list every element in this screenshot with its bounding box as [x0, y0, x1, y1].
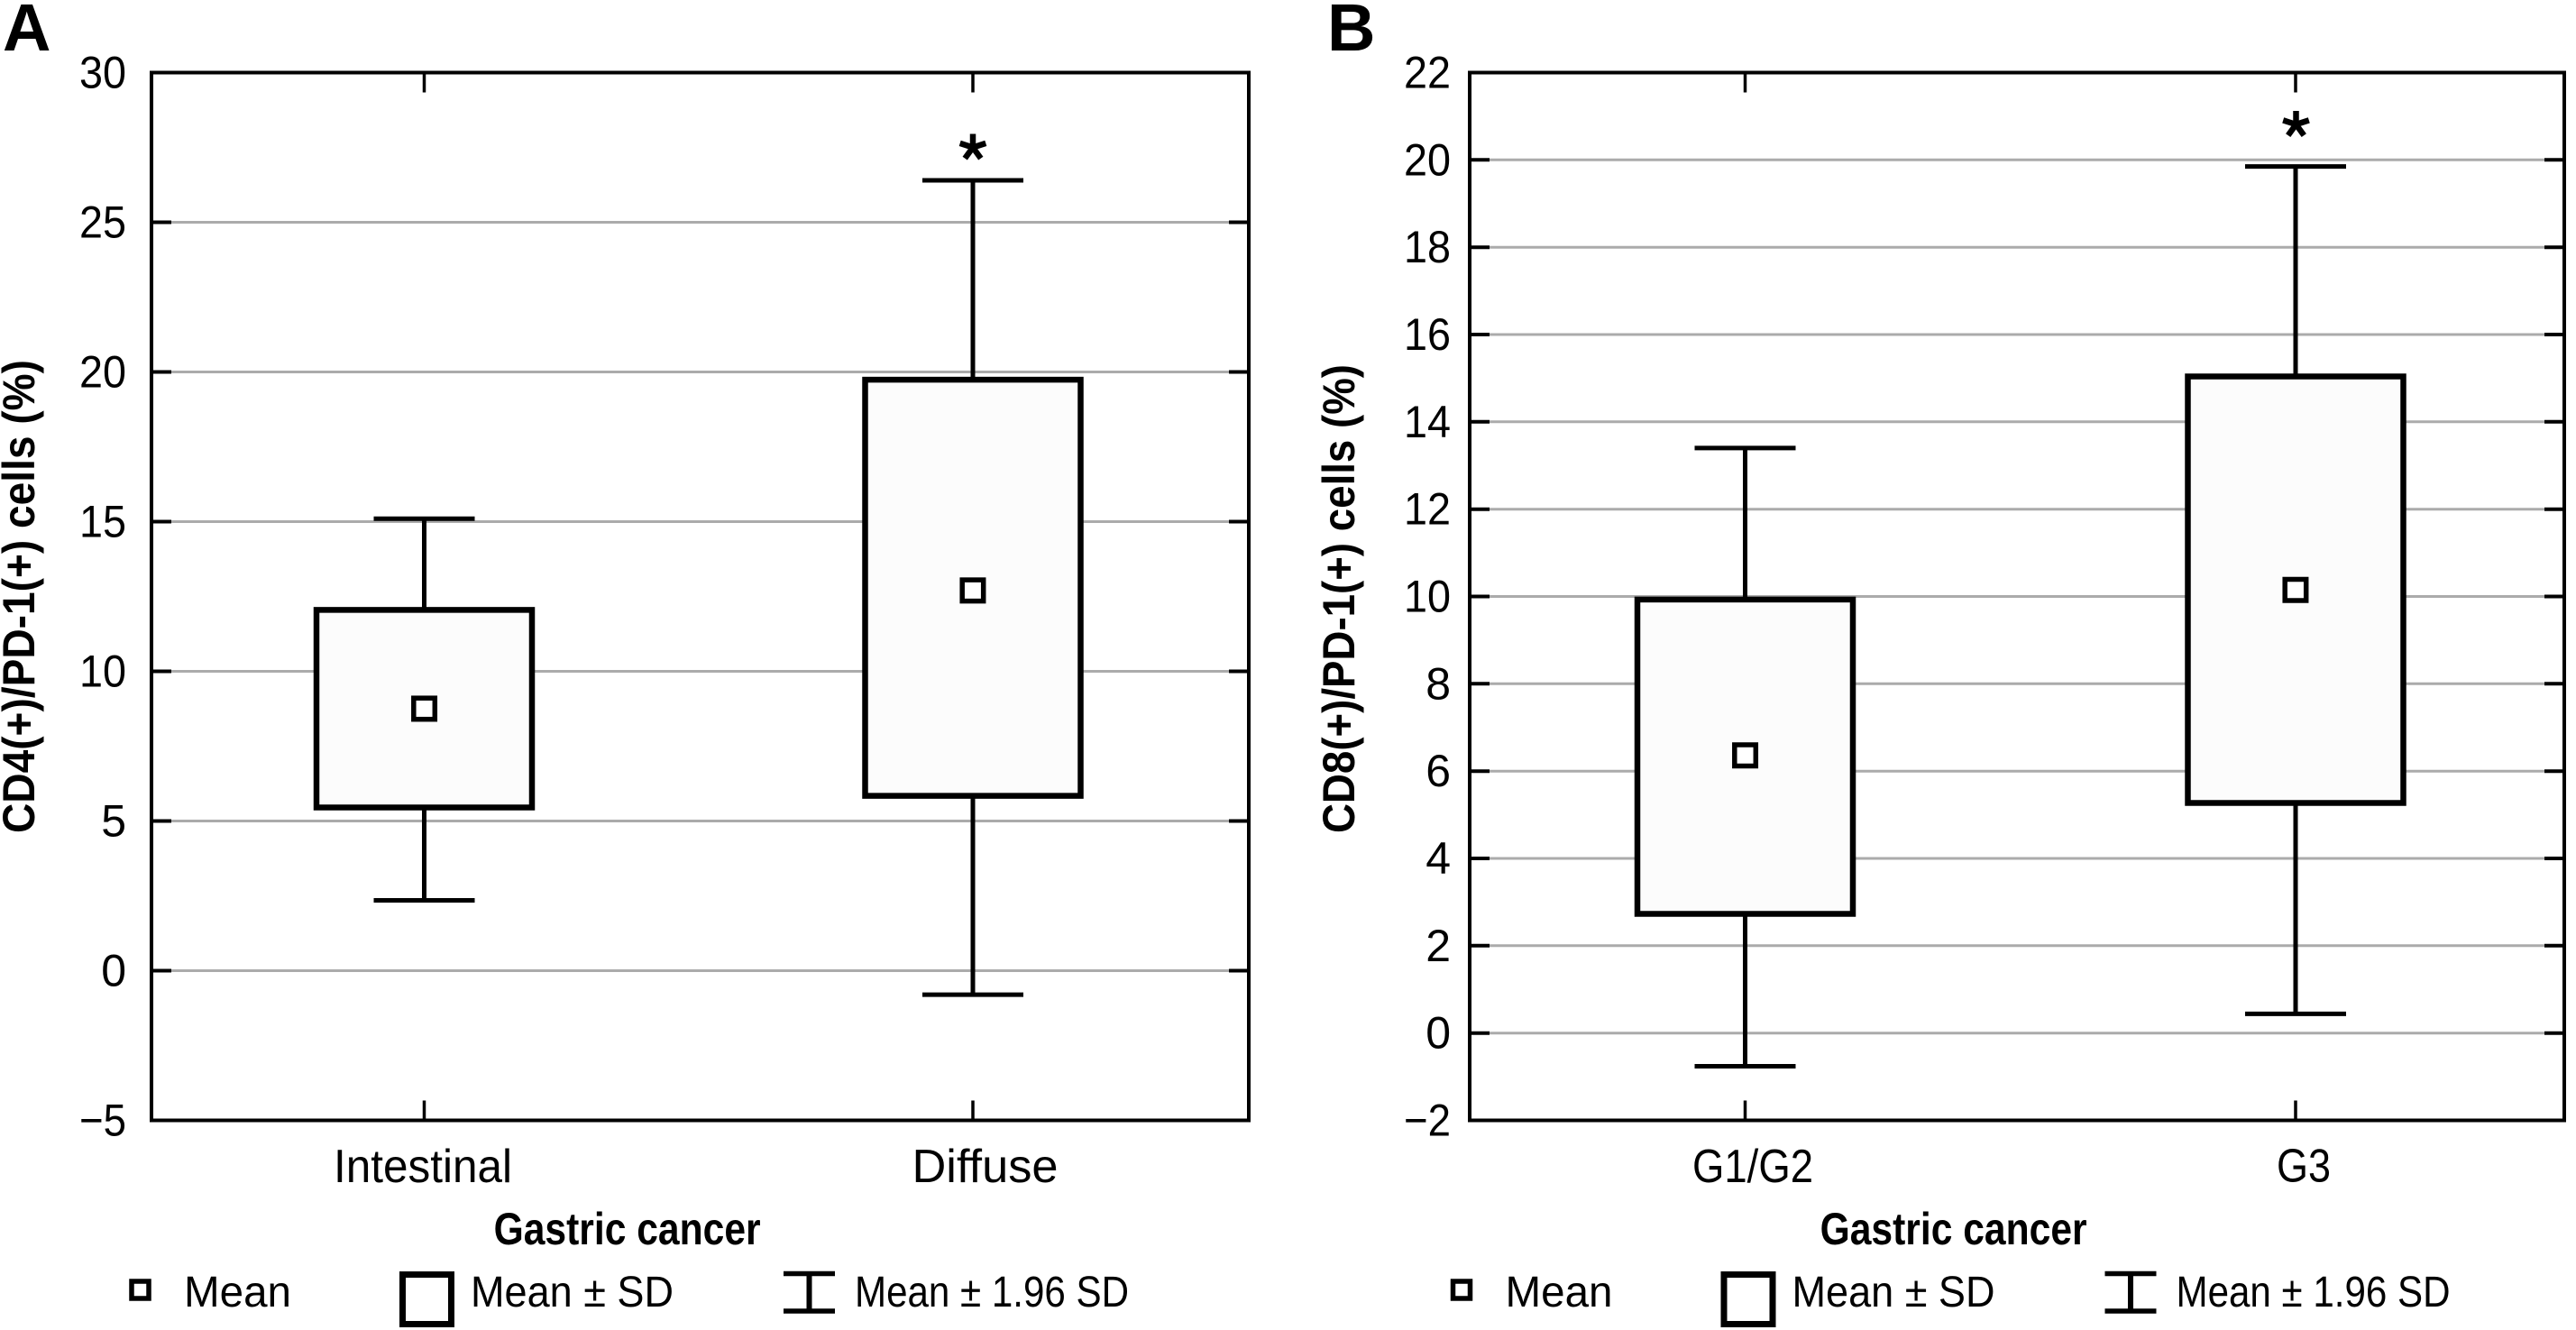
svg-text:Intestinal: Intestinal: [334, 1141, 512, 1193]
svg-text:Mean ± 1.96 SD: Mean ± 1.96 SD: [855, 1269, 1129, 1316]
svg-text:G1/G2: G1/G2: [1692, 1141, 1813, 1193]
svg-text:8: 8: [1426, 658, 1451, 709]
svg-text:12: 12: [1404, 484, 1451, 535]
svg-text:22: 22: [1404, 48, 1451, 98]
svg-text:Gastric cancer: Gastric cancer: [494, 1204, 761, 1254]
svg-text:5: 5: [101, 796, 126, 847]
svg-text:Diffuse: Diffuse: [912, 1141, 1059, 1193]
svg-text:14: 14: [1404, 397, 1451, 447]
svg-text:25: 25: [79, 197, 126, 248]
svg-text:Gastric cancer: Gastric cancer: [1820, 1204, 2087, 1254]
svg-text:Mean: Mean: [1506, 1269, 1613, 1316]
svg-text:A: A: [3, 0, 50, 65]
svg-text:0: 0: [101, 946, 126, 996]
svg-text:15: 15: [79, 497, 126, 547]
svg-text:20: 20: [79, 347, 126, 398]
svg-text:Mean ± 1.96 SD: Mean ± 1.96 SD: [2177, 1269, 2451, 1316]
svg-text:4: 4: [1426, 833, 1451, 884]
svg-text:Mean: Mean: [184, 1269, 291, 1316]
svg-text:10: 10: [1404, 572, 1451, 622]
svg-text:Mean ± SD: Mean ± SD: [1792, 1269, 1995, 1316]
svg-text:18: 18: [1404, 222, 1451, 272]
svg-text:30: 30: [79, 48, 126, 98]
svg-text:CD8(+)/PD-1(+) cells (%): CD8(+)/PD-1(+) cells (%): [1314, 364, 1364, 833]
svg-text:20: 20: [1404, 134, 1451, 185]
svg-text:6: 6: [1426, 746, 1451, 796]
svg-text:−5: −5: [79, 1096, 126, 1146]
svg-text:Mean ± SD: Mean ± SD: [471, 1269, 674, 1316]
svg-text:−2: −2: [1404, 1096, 1451, 1146]
svg-text:G3: G3: [2277, 1141, 2331, 1193]
svg-text:10: 10: [79, 647, 126, 697]
svg-text:B: B: [1327, 0, 1375, 65]
svg-text:0: 0: [1426, 1008, 1451, 1059]
svg-text:2: 2: [1426, 921, 1451, 971]
svg-text:16: 16: [1404, 309, 1451, 360]
svg-text:CD4(+)/PD-1(+) cells (%): CD4(+)/PD-1(+) cells (%): [0, 360, 44, 833]
